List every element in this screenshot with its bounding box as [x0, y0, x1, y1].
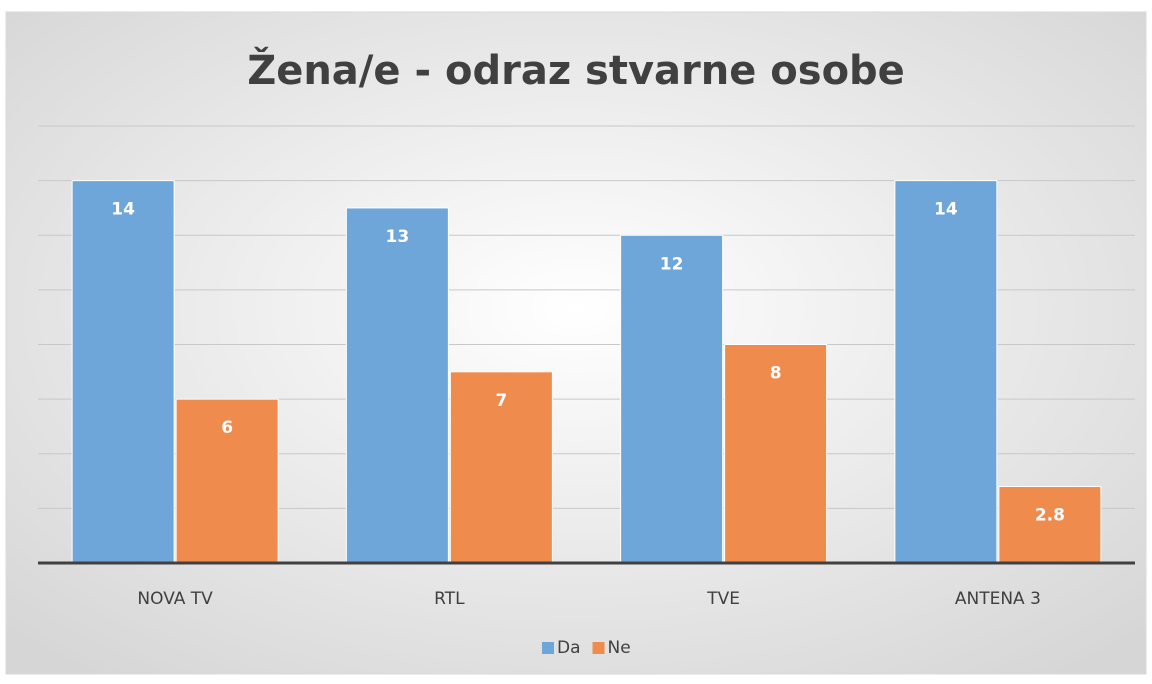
value-label: 14 — [111, 200, 135, 220]
x-tick-label: ANTENA 3 — [955, 589, 1041, 609]
bar — [894, 180, 998, 564]
legend-swatch — [592, 642, 605, 654]
x-tick-label: RTL — [434, 589, 465, 609]
bar — [71, 180, 175, 564]
value-label: 8 — [770, 364, 782, 384]
chart-title: Žena/e - odraz stvarne osobe — [247, 46, 905, 94]
legend-label: Ne — [608, 638, 631, 658]
legend-swatch — [542, 642, 554, 654]
legend-label: Da — [557, 638, 581, 658]
value-label: 13 — [386, 227, 410, 247]
x-tick-label: NOVA TV — [137, 589, 213, 609]
x-tick-label: TVE — [706, 589, 740, 609]
bar — [345, 207, 449, 564]
value-label: 12 — [660, 254, 684, 274]
value-label: 7 — [495, 391, 507, 411]
value-label: 2.8 — [1035, 506, 1065, 526]
value-label: 14 — [934, 200, 958, 220]
value-label: 6 — [221, 418, 233, 438]
bar — [620, 234, 724, 564]
